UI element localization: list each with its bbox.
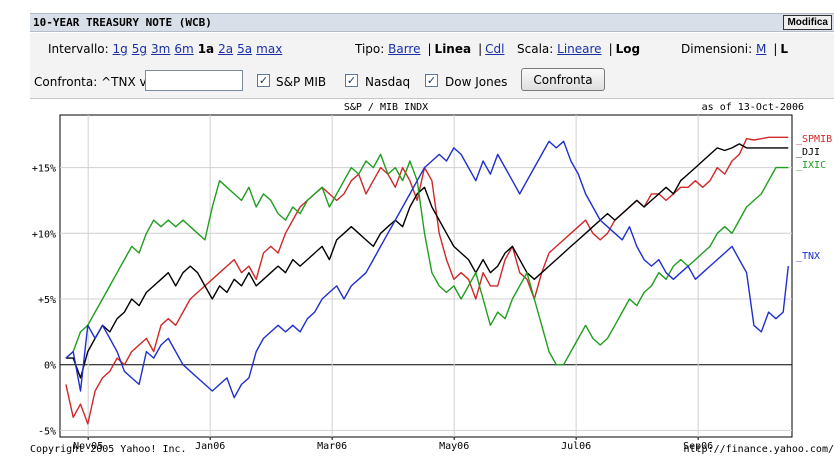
legend-label-spmib: _SPMIB [796, 134, 832, 145]
interval-option-2a[interactable]: 2a [218, 42, 234, 56]
scale-option-lineare[interactable]: Lineare [557, 42, 602, 56]
size-option-l: L [780, 42, 789, 56]
type-selector: Tipo: Barre | Linea | Cdl [355, 42, 508, 56]
x-tick-label: May06 [439, 441, 469, 452]
y-tick-label: +5% [38, 295, 56, 306]
title-bar: 10-YEAR TREASURY NOTE (WCB) Modifica [30, 13, 834, 32]
y-tick-label: +15% [32, 164, 56, 175]
y-tick-label: +10% [32, 229, 56, 240]
page-title: 10-YEAR TREASURY NOTE (WCB) [33, 16, 212, 29]
type-options: Barre | Linea | Cdl [388, 42, 508, 56]
scale-option-log: Log [615, 42, 641, 56]
interval-selector: Intervallo: 1g 5g 3m 6m 1a 2a 5a max [48, 42, 286, 56]
dowjones-checkbox-label: Dow Jones [445, 75, 508, 89]
series-line-spmib [65, 136, 789, 425]
x-tick-label: Nov05 [73, 441, 103, 452]
spmib-checkbox-label: S&P MIB [276, 75, 327, 89]
compare-label: Confronta: ^TNX vs [34, 75, 153, 89]
size-selector: Dimensioni: M | L [681, 42, 792, 56]
as-of-date: as of 13-Oct-2006 [702, 102, 804, 113]
edit-button[interactable]: Modifica [783, 15, 832, 30]
x-tick-label: Jan06 [195, 441, 225, 452]
copyright-text: Copyright 2005 Yahoo! Inc. [30, 444, 187, 455]
y-tick-label: -5% [38, 426, 56, 437]
scale-options: Lineare | Log [557, 42, 644, 56]
scale-selector: Scala: Lineare | Log [517, 42, 644, 56]
interval-option-6m[interactable]: 6m [174, 42, 194, 56]
source-url: http://finance.yahoo.com/ [683, 444, 834, 455]
x-tick-label: Jul06 [561, 441, 591, 452]
nasdaq-checkbox-label: Nasdaq [365, 75, 411, 89]
type-option-barre[interactable]: Barre [388, 42, 421, 56]
interval-option-1a: 1a [197, 42, 215, 56]
size-option-m[interactable]: M [756, 42, 767, 56]
compare-button[interactable]: Confronta [521, 68, 605, 91]
size-options: M | L [756, 42, 792, 56]
scale-label: Scala: [517, 42, 554, 56]
chart-title: S&P / MIB INDX [344, 102, 428, 113]
series-line-ixic [65, 153, 789, 366]
size-label: Dimensioni: [681, 42, 753, 56]
y-tick-label: 0% [44, 361, 56, 372]
compare-symbol-input[interactable] [145, 70, 243, 91]
interval-option-max[interactable]: max [256, 42, 283, 56]
interval-options: 1g 5g 3m 6m 1a 2a 5a max [113, 42, 287, 56]
compare-row: Confronta: ^TNX vs ✓ S&P MIB ✓ Nasdaq ✓ … [30, 65, 834, 99]
chart: -5% 0% +5% +10% +15% Nov05 Jan06 Mar06 May06 Jul0… [30, 102, 834, 455]
interval-option-5g[interactable]: 5g [131, 42, 148, 56]
dowjones-checkbox[interactable]: ✓ [425, 74, 438, 87]
series-line-dji [65, 143, 789, 379]
option-separator: | [427, 42, 432, 56]
nasdaq-checkbox[interactable]: ✓ [345, 74, 358, 87]
spmib-checkbox[interactable]: ✓ [257, 74, 270, 87]
interval-label: Intervallo: [48, 42, 109, 56]
legend-label-tnx: _TNX [796, 251, 820, 262]
interval-option-1g[interactable]: 1g [112, 42, 128, 56]
type-option-cdl[interactable]: Cdl [485, 42, 505, 56]
x-tick-label: Sep06 [683, 441, 713, 452]
legend-label-dji: _DJI [796, 147, 820, 158]
x-tick-label: Mar06 [317, 441, 347, 452]
interval-option-3m[interactable]: 3m [151, 42, 171, 56]
legend-label-ixic: _IXIC [796, 160, 826, 171]
series-line-tnx [65, 140, 789, 399]
option-separator: | [608, 42, 613, 56]
chart-options-row: Intervallo: 1g 5g 3m 6m 1a 2a 5a max Tipo: Barr… [30, 33, 834, 65]
type-option-linea: Linea [434, 42, 472, 56]
interval-option-5a[interactable]: 5a [237, 42, 253, 56]
type-label: Tipo: [355, 42, 385, 56]
option-separator: | [773, 42, 778, 56]
option-separator: | [478, 42, 483, 56]
